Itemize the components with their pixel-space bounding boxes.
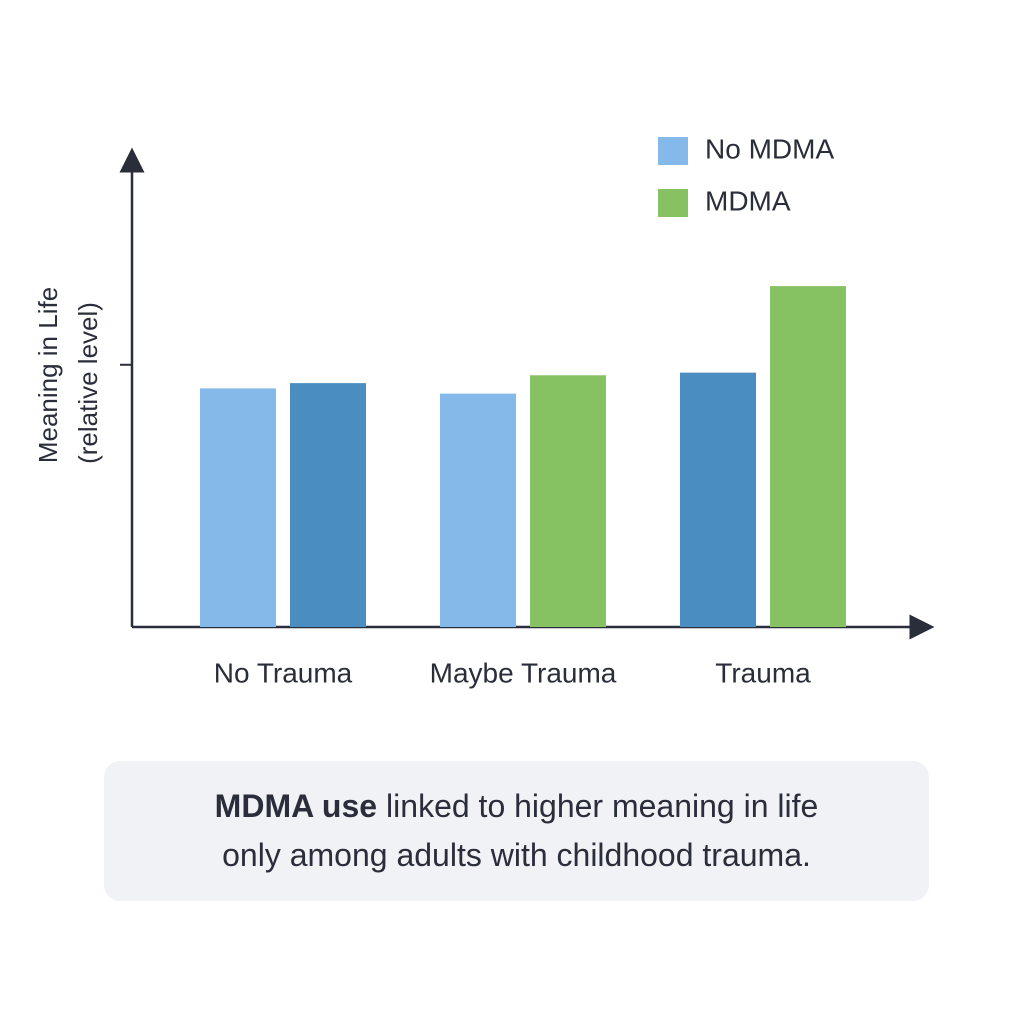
bar [440,393,516,627]
bar [770,286,846,627]
bar [290,383,366,627]
caption: MDMA use linked to higher meaning in life… [104,761,929,901]
y-axis-label: Meaning in Life [33,287,63,463]
x-tick-label: Maybe Trauma [430,657,617,688]
x-tick-label: Trauma [715,657,811,688]
legend-label: No MDMA [705,133,834,164]
legend-label: MDMA [705,185,791,216]
caption-text: linked to higher meaning in life [386,788,819,824]
caption-line: only among adults with childhood trauma. [222,837,811,873]
x-tick-label: No Trauma [214,657,353,688]
chart: Meaning in Life (relative level) No Trau… [33,133,935,688]
legend-swatch [658,189,688,217]
caption-line: MDMA use linked to higher meaning in life [104,782,929,831]
caption-bold: MDMA use [214,788,378,824]
legend-swatch [658,137,688,165]
bar [200,388,276,627]
y-axis-label: (relative level) [73,302,103,464]
bar [680,372,756,627]
bar [530,375,606,627]
